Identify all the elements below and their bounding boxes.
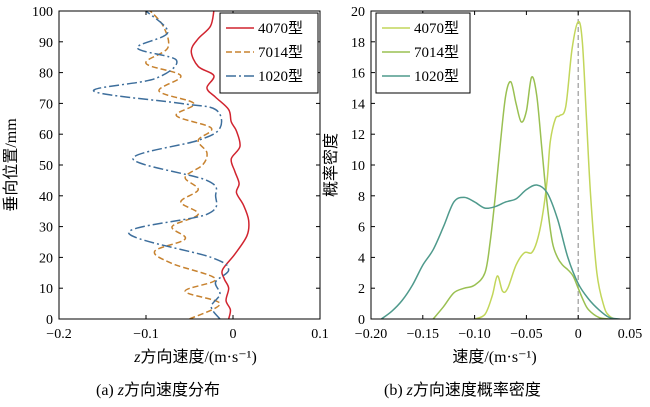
y-tick-label: 30 [39,221,53,236]
x-axis-label-var: z [133,349,141,366]
y-tick-label: 0 [46,313,53,328]
y-tick-label: 10 [351,159,365,174]
series-line-4070型 [190,11,250,319]
legend-label: 1020型 [414,68,459,85]
y-tick-label: 16 [351,67,365,82]
chart-a: −0.2 −0.1 0 0.1 0 10 20 30 40 50 60 70 80 90 100 z方向速度/… [2,5,329,366]
y-tick-label: 70 [39,97,53,112]
series-line-7014型 [432,76,610,319]
y-tick-label: 0 [358,313,365,328]
x-tick-label: 0.05 [618,327,643,342]
y-tick-label: 80 [39,67,53,82]
x-axis-label: z方向速度/(m·s⁻¹) [133,348,257,366]
legend-box [375,12,471,94]
legend-box [219,12,319,94]
y-tick-label: 2 [358,282,365,297]
y-tick-label: 4 [358,251,365,266]
y-tick-label: 14 [351,97,365,112]
y-tick-label: 50 [39,159,53,174]
x-tick-label: 0 [230,327,237,342]
y-tick-label: 60 [39,128,53,143]
y-tick-label: 18 [351,36,365,51]
legend: 4070型 7014型 1020型 [375,12,471,94]
y-tick-label: 100 [32,5,53,20]
series-line-1020型 [380,184,620,319]
legend-label: 4070型 [414,20,459,37]
legend-label: 4070型 [258,20,303,37]
chart-b: −0.20 −0.15 −0.10 −0.05 0 0.05 0 2 4 6 8 10 12 14 16 18… [322,5,642,366]
x-tick-label: −0.1 [133,327,158,342]
y-tick-label: 20 [39,251,53,266]
x-axis-label-text: 速度/(m·s⁻¹) [452,348,536,366]
series-line-4070型 [474,20,615,319]
y-tick-label: 90 [39,36,53,51]
x-axis-label-text: 方向速度/(m·s⁻¹) [140,348,256,366]
x-tick-label: −0.15 [407,327,439,342]
x-tick-label: −0.05 [510,327,542,342]
x-tick-label: −0.10 [458,327,490,342]
y-axis-label: 概率密度 [322,133,340,197]
x-tick-label: −0.2 [46,327,71,342]
x-tick-label: 0 [575,327,582,342]
series-line-7014型 [145,11,221,319]
x-tick-label: 0.1 [311,327,329,342]
y-tick-label: 6 [358,221,365,236]
legend-label: 1020型 [258,68,303,85]
legend: 4070型 7014型 1020型 [219,12,319,94]
x-tick-label: −0.20 [355,327,387,342]
y-tick-label: 12 [351,128,365,143]
legend-label: 7014型 [258,44,303,61]
caption-b: (b) z方向速度概率密度 [384,382,541,399]
y-tick-label: 20 [351,5,365,20]
y-tick-label: 8 [358,190,365,205]
y-tick-label: 40 [39,190,53,205]
caption-a: (a) z方向速度分布 [96,382,221,399]
y-axis-label: 垂向位置/mm [2,118,20,212]
y-tick-label: 10 [39,282,53,297]
series-line-1020型 [93,11,230,319]
x-axis-label: 速度/(m·s⁻¹) [452,348,536,366]
legend-label: 7014型 [414,44,459,61]
